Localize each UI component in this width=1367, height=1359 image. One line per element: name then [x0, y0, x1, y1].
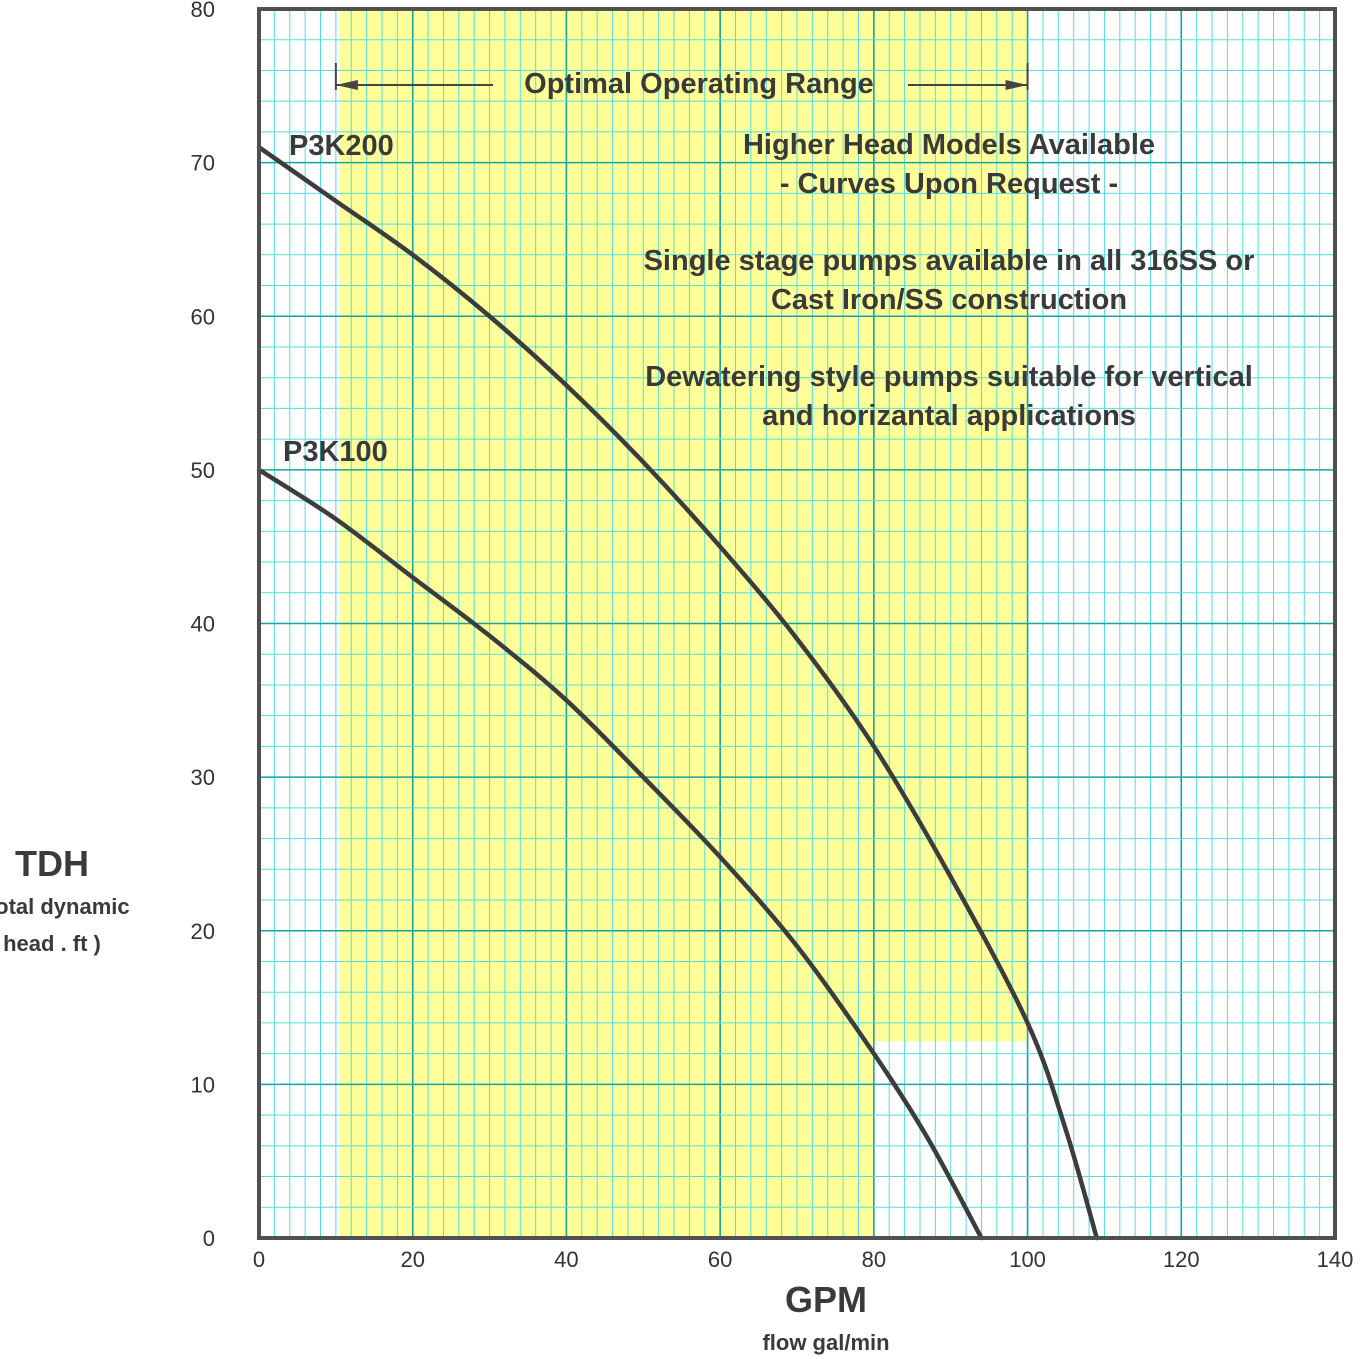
- curve-p3k200: [256, 145, 1099, 1241]
- y-axis-subtitle-line1: ( total dynamic: [0, 894, 130, 919]
- y-axis-title: TDH: [15, 843, 89, 884]
- annotation-single-stage: Single stage pumps available in all 316S…: [644, 245, 1255, 277]
- x-tick-label: 40: [554, 1247, 578, 1272]
- y-tick-label: 40: [191, 612, 215, 637]
- annotation-applications: and horizantal applications: [762, 400, 1136, 432]
- range-arrowhead-left: [335, 80, 358, 90]
- optimal-range-marker: Optimal Operating Range: [334, 63, 1029, 100]
- y-tick-label: 70: [191, 151, 215, 176]
- y-tick-label: 50: [191, 458, 215, 483]
- x-tick-label: 140: [1317, 1247, 1354, 1272]
- plot-frame: [257, 7, 1337, 1240]
- x-axis-subtitle: flow gal/min: [762, 1330, 889, 1355]
- y-tick-label: 60: [191, 304, 215, 329]
- x-tick-label: 120: [1163, 1247, 1200, 1272]
- x-tick-label: 20: [400, 1247, 424, 1272]
- y-axis-subtitle-line2: head . ft ): [3, 931, 101, 956]
- axis-tick-labels: 0 20 40 60 80 100 120 140 0 10 20 30 40 50 60 70 80: [191, 0, 1354, 1272]
- y-tick-label: 20: [191, 919, 215, 944]
- y-tick-label: 10: [191, 1072, 215, 1097]
- x-axis-title: GPM: [785, 1279, 867, 1320]
- annotation-construction: Cast Iron/SS construction: [771, 284, 1127, 316]
- range-arrowhead-right: [1005, 80, 1028, 90]
- series-label-p3k200: P3K200: [289, 130, 394, 162]
- annotation-dewatering: Dewatering style pumps suitable for vert…: [645, 361, 1253, 393]
- x-tick-label: 60: [708, 1247, 732, 1272]
- pump-curves: [256, 145, 1099, 1241]
- y-tick-label: 30: [191, 765, 215, 790]
- series-label-p3k100: P3K100: [283, 436, 388, 468]
- x-tick-label: 0: [253, 1247, 265, 1272]
- y-tick-label: 80: [191, 0, 215, 22]
- curve-p3k100: [256, 467, 984, 1241]
- x-tick-label: 80: [862, 1247, 886, 1272]
- annotation-higher-head: Higher Head Models Available: [743, 129, 1155, 161]
- y-tick-label: 0: [203, 1226, 215, 1251]
- annotation-curves-request: - Curves Upon Request -: [780, 168, 1118, 200]
- x-tick-label: 100: [1009, 1247, 1046, 1272]
- optimal-range-label: Optimal Operating Range: [524, 68, 874, 100]
